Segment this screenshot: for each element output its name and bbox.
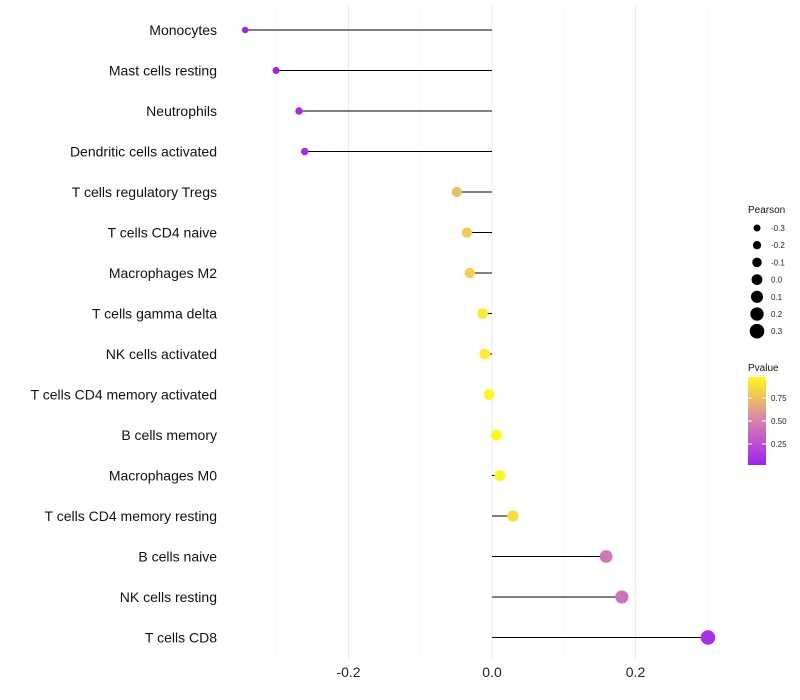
y-tick-label: B cells memory — [121, 427, 217, 443]
y-tick-label: NK cells activated — [106, 346, 217, 362]
y-tick-label: Macrophages M0 — [109, 468, 217, 484]
y-tick-label: T cells CD4 naive — [108, 225, 218, 241]
legend-size-dot — [752, 241, 762, 250]
y-tick-label: T cells CD4 memory activated — [31, 387, 217, 403]
lollipop-point — [451, 186, 462, 198]
legend-size-label: 0.2 — [771, 310, 783, 319]
lollipop-point — [300, 147, 309, 156]
legend-size-dot — [750, 290, 764, 303]
lollipop-point — [599, 550, 613, 563]
legend-size-dot — [750, 307, 764, 321]
colorbar-label: 0.50 — [771, 417, 787, 426]
legend-size-label: -0.2 — [771, 241, 785, 250]
x-tick-label: 0.0 — [482, 664, 502, 680]
legend-size-dot — [751, 274, 763, 286]
y-tick-label: Neutrophils — [146, 103, 217, 119]
lollipop-point — [483, 389, 495, 400]
legend-size-label: -0.3 — [771, 224, 785, 233]
lollipop-point — [464, 267, 475, 279]
lollipop-point — [272, 66, 280, 75]
legend-size-label: 0.3 — [771, 327, 783, 336]
legend-size-dot — [753, 224, 761, 232]
lollipop-point — [700, 630, 716, 645]
lollipop-point — [477, 308, 488, 319]
y-tick-label: T cells CD8 — [145, 630, 217, 646]
y-tick-label: Dendritic cells activated — [70, 144, 217, 160]
legend-title-pearson: Pearson — [748, 205, 785, 216]
y-tick-label: Monocytes — [149, 22, 217, 38]
lollipop-point — [490, 429, 502, 441]
lollipop-point — [507, 510, 519, 522]
x-tick-label: 0.2 — [626, 664, 646, 680]
lollipop-point — [295, 107, 303, 115]
y-tick-label: B cells naive — [138, 549, 217, 565]
y-tick-label: Mast cells resting — [109, 63, 217, 79]
y-tick-label: NK cells resting — [120, 589, 217, 605]
legend-size-dot — [752, 257, 762, 268]
lollipop-point — [461, 227, 473, 238]
y-tick-label: T cells gamma delta — [92, 306, 217, 322]
legend-title-pvalue: Pvalue — [748, 363, 779, 374]
colorbar-label: 0.25 — [771, 440, 787, 449]
colorbar-label: 0.75 — [771, 394, 787, 403]
legend-size-label: 0.0 — [771, 276, 783, 285]
x-tick-label: -0.2 — [336, 664, 360, 680]
colorbar — [748, 377, 766, 465]
legend-size-dot — [749, 323, 765, 339]
lollipop-point — [241, 26, 249, 34]
lollipop-point — [615, 590, 629, 604]
lollipop-point — [494, 470, 506, 481]
y-tick-label: T cells CD4 memory resting — [45, 508, 217, 524]
y-tick-label: Macrophages M2 — [109, 265, 217, 281]
legend-size-label: -0.1 — [771, 258, 785, 267]
lollipop-point — [479, 348, 491, 360]
legend-size-label: 0.1 — [771, 293, 783, 302]
y-tick-label: T cells regulatory Tregs — [72, 184, 217, 200]
